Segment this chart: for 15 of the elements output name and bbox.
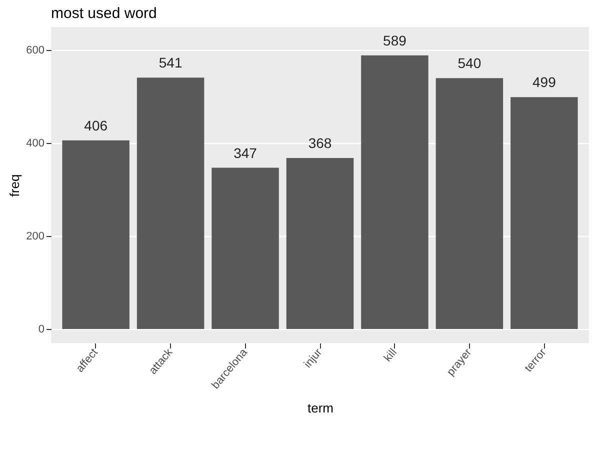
x-tick-label: kill <box>382 346 400 364</box>
data-label: 540 <box>458 55 482 72</box>
data-label: 347 <box>234 144 258 161</box>
data-label: 541 <box>158 54 182 71</box>
data-label: 499 <box>532 74 556 90</box>
y-tick-label: 400 <box>26 138 44 150</box>
x-axis-title: term <box>308 400 334 416</box>
chart-title: most used word <box>51 5 157 22</box>
data-label: 368 <box>308 135 332 152</box>
y-tick-label: 600 <box>26 44 44 57</box>
data-label: 406 <box>84 117 108 134</box>
y-tick-label: 200 <box>26 230 44 243</box>
y-tick-label: 0 <box>38 324 44 336</box>
y-axis-title: freq <box>7 174 22 197</box>
data-label: 589 <box>383 32 407 48</box>
